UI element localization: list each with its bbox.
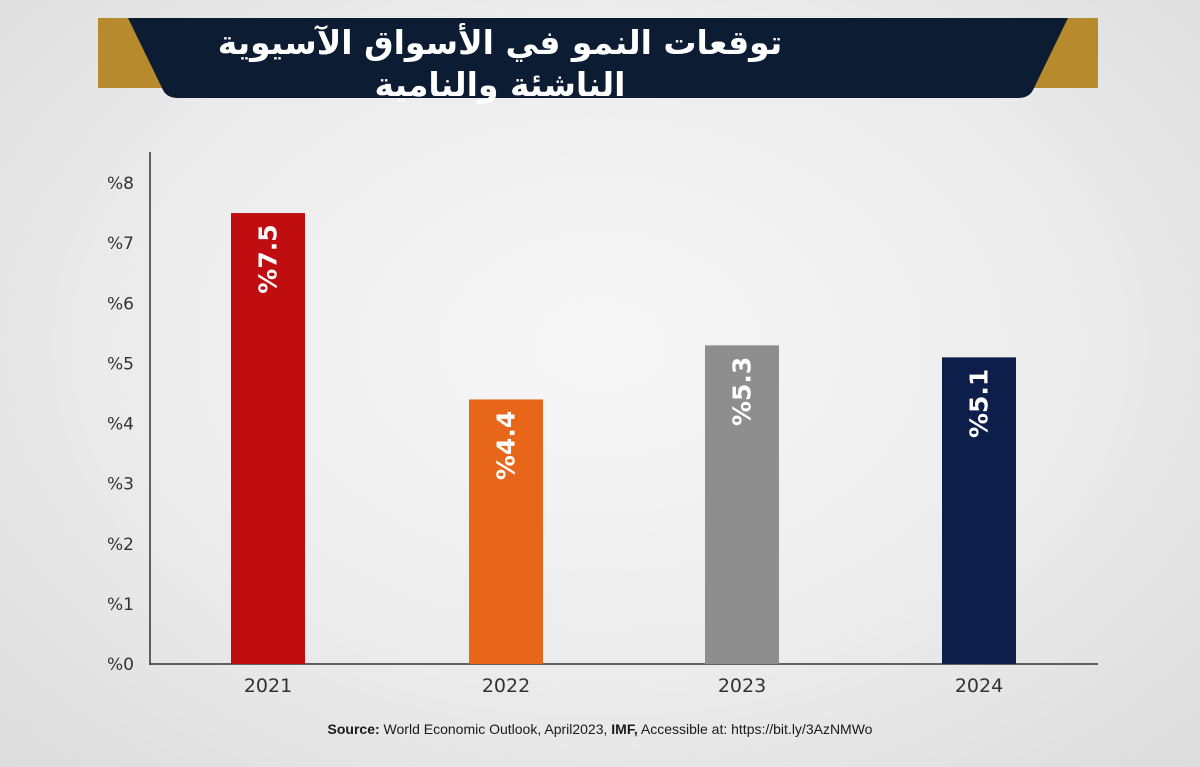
y-tick-label: %1 — [107, 595, 134, 615]
y-tick-label: %3 — [107, 475, 134, 495]
y-tick-label: %8 — [107, 174, 134, 194]
source-org: IMF, — [611, 721, 638, 737]
source-label: Source: — [327, 721, 380, 737]
x-tick-label: 2022 — [482, 675, 530, 697]
bar-value-label: %7.5 — [254, 224, 283, 293]
bar-2023 — [705, 345, 779, 664]
y-tick-label: %5 — [107, 354, 134, 374]
y-tick-label: %2 — [107, 535, 134, 555]
title-banner — [98, 18, 1098, 98]
bar-2021 — [231, 213, 305, 664]
source-note: Source: World Economic Outlook, April202… — [0, 721, 1200, 737]
source-text-2: Accessible at: https://bit.ly/3AzNMWo — [637, 721, 873, 737]
bar-2024 — [942, 357, 1016, 664]
y-tick-label: %0 — [107, 655, 134, 675]
source-text-1: World Economic Outlook, April2023, — [379, 721, 612, 737]
x-tick-label: 2024 — [955, 675, 1003, 697]
bar-value-label: %5.1 — [965, 369, 994, 438]
bar-2022 — [469, 399, 543, 664]
bar-value-label: %4.4 — [492, 411, 521, 480]
y-tick-label: %6 — [107, 294, 134, 314]
x-tick-label: 2023 — [718, 675, 766, 697]
banner-dark-body — [128, 18, 1068, 98]
bar-value-label: %5.3 — [728, 357, 757, 426]
chart-title: توقعات النمو في الأسواق الآسيوية الناشئة… — [217, 23, 783, 104]
y-tick-label: %4 — [107, 415, 134, 435]
x-tick-label: 2021 — [244, 675, 292, 697]
y-tick-label: %7 — [107, 234, 134, 254]
